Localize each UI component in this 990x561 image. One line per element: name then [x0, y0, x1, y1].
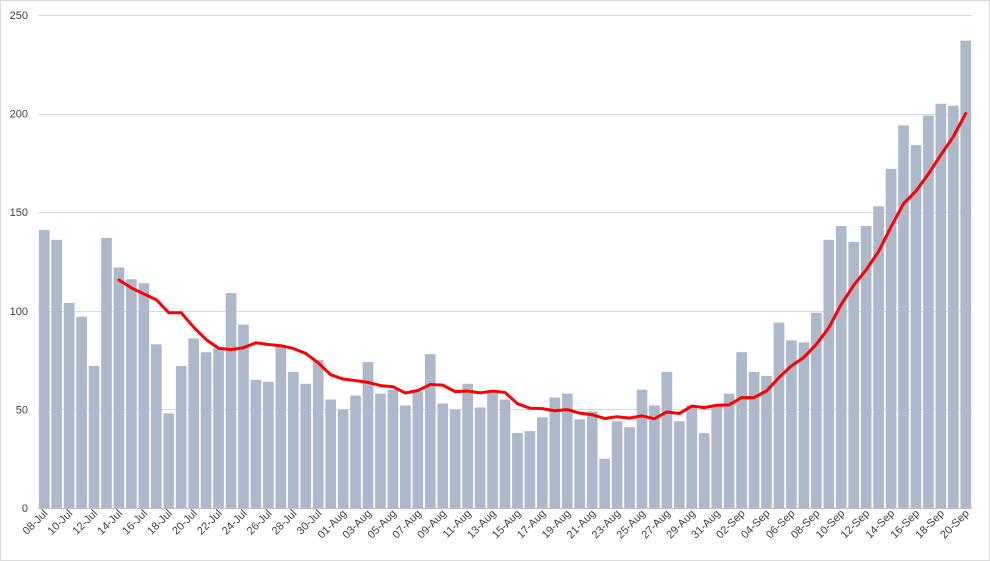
bar	[835, 226, 847, 508]
bar	[400, 405, 411, 508]
bar	[76, 316, 87, 508]
x-tick-label: 16-Jul	[120, 508, 150, 538]
bar	[250, 379, 262, 508]
bar	[424, 354, 436, 508]
bar	[51, 239, 63, 509]
bar	[798, 342, 810, 508]
bar	[960, 40, 972, 509]
bar	[786, 340, 797, 508]
bar	[499, 399, 511, 508]
bar	[462, 383, 473, 508]
bar	[350, 395, 361, 508]
bar	[487, 391, 498, 508]
x-tick-label: 14-Jul	[95, 508, 125, 538]
bar	[263, 381, 274, 508]
bar	[150, 344, 162, 508]
bar	[860, 226, 872, 508]
bar	[748, 371, 760, 508]
y-tick-label: 250	[10, 10, 28, 22]
bar	[213, 348, 224, 508]
y-tick-label: 150	[10, 207, 28, 219]
bar	[101, 237, 112, 508]
bar	[138, 283, 150, 508]
bar	[561, 393, 573, 508]
bar	[375, 393, 386, 508]
bar	[537, 417, 548, 508]
bar	[898, 125, 909, 508]
bar	[586, 411, 598, 508]
bar	[312, 360, 324, 508]
bar	[362, 362, 374, 508]
bar	[649, 405, 660, 508]
bar	[175, 366, 187, 508]
moving-average-line	[117, 111, 968, 421]
bar	[474, 407, 486, 508]
bar	[736, 352, 747, 508]
bar-series	[38, 40, 972, 509]
bar	[873, 206, 884, 508]
y-tick-labels: 0 50 100 150 200 250	[10, 10, 28, 515]
bar	[574, 419, 586, 508]
bar	[673, 421, 685, 508]
bar	[188, 338, 200, 508]
bar	[275, 346, 287, 508]
bar	[126, 279, 137, 508]
bar	[935, 103, 947, 509]
bar	[810, 312, 822, 508]
bar	[624, 427, 635, 508]
bar	[412, 391, 424, 508]
bar	[337, 409, 349, 508]
bar	[711, 405, 723, 508]
bar	[449, 409, 461, 508]
bar	[437, 403, 449, 508]
x-tick-label: 28-Jul	[270, 508, 300, 538]
bar	[773, 322, 785, 508]
y-tick-label: 200	[10, 109, 28, 121]
bar	[947, 105, 959, 508]
x-tick-labels: 08-Jul10-Jul12-Jul14-Jul16-Jul18-Jul20-J…	[21, 508, 972, 542]
bar	[88, 366, 100, 508]
bar	[524, 431, 536, 508]
bar	[885, 168, 897, 509]
x-tick-label: 22-Jul	[195, 508, 225, 538]
bar	[549, 397, 561, 508]
bar	[512, 433, 523, 508]
bar	[387, 389, 399, 508]
x-tick-label: 12-Jul	[70, 508, 100, 538]
bar	[63, 302, 75, 508]
bar	[723, 393, 735, 508]
bar	[910, 145, 922, 509]
bar	[761, 375, 772, 508]
x-tick-label: 24-Jul	[220, 508, 250, 538]
y-tick-label: 0	[22, 503, 28, 515]
bar	[225, 293, 237, 508]
bar	[661, 371, 673, 508]
bar	[698, 433, 710, 508]
y-tick-label: 50	[16, 404, 28, 416]
line-series	[117, 111, 968, 421]
bar	[325, 399, 337, 508]
bar	[300, 383, 312, 508]
bar	[823, 239, 835, 509]
bar	[200, 352, 212, 508]
bar	[923, 115, 934, 509]
bar	[611, 421, 623, 508]
bar	[238, 324, 249, 508]
y-tick-label: 100	[10, 306, 28, 318]
bar	[163, 413, 175, 508]
x-tick-label: 18-Jul	[145, 508, 175, 538]
bar	[848, 241, 860, 508]
bar	[599, 458, 610, 508]
x-tick-label: 10-Jul	[46, 508, 76, 538]
bar	[287, 371, 299, 508]
x-tick-label: 20-Jul	[170, 508, 200, 538]
bar	[636, 389, 648, 508]
x-tick-label: 26-Jul	[245, 508, 275, 538]
bar	[38, 229, 50, 508]
bar	[686, 405, 698, 508]
bar	[113, 267, 125, 508]
